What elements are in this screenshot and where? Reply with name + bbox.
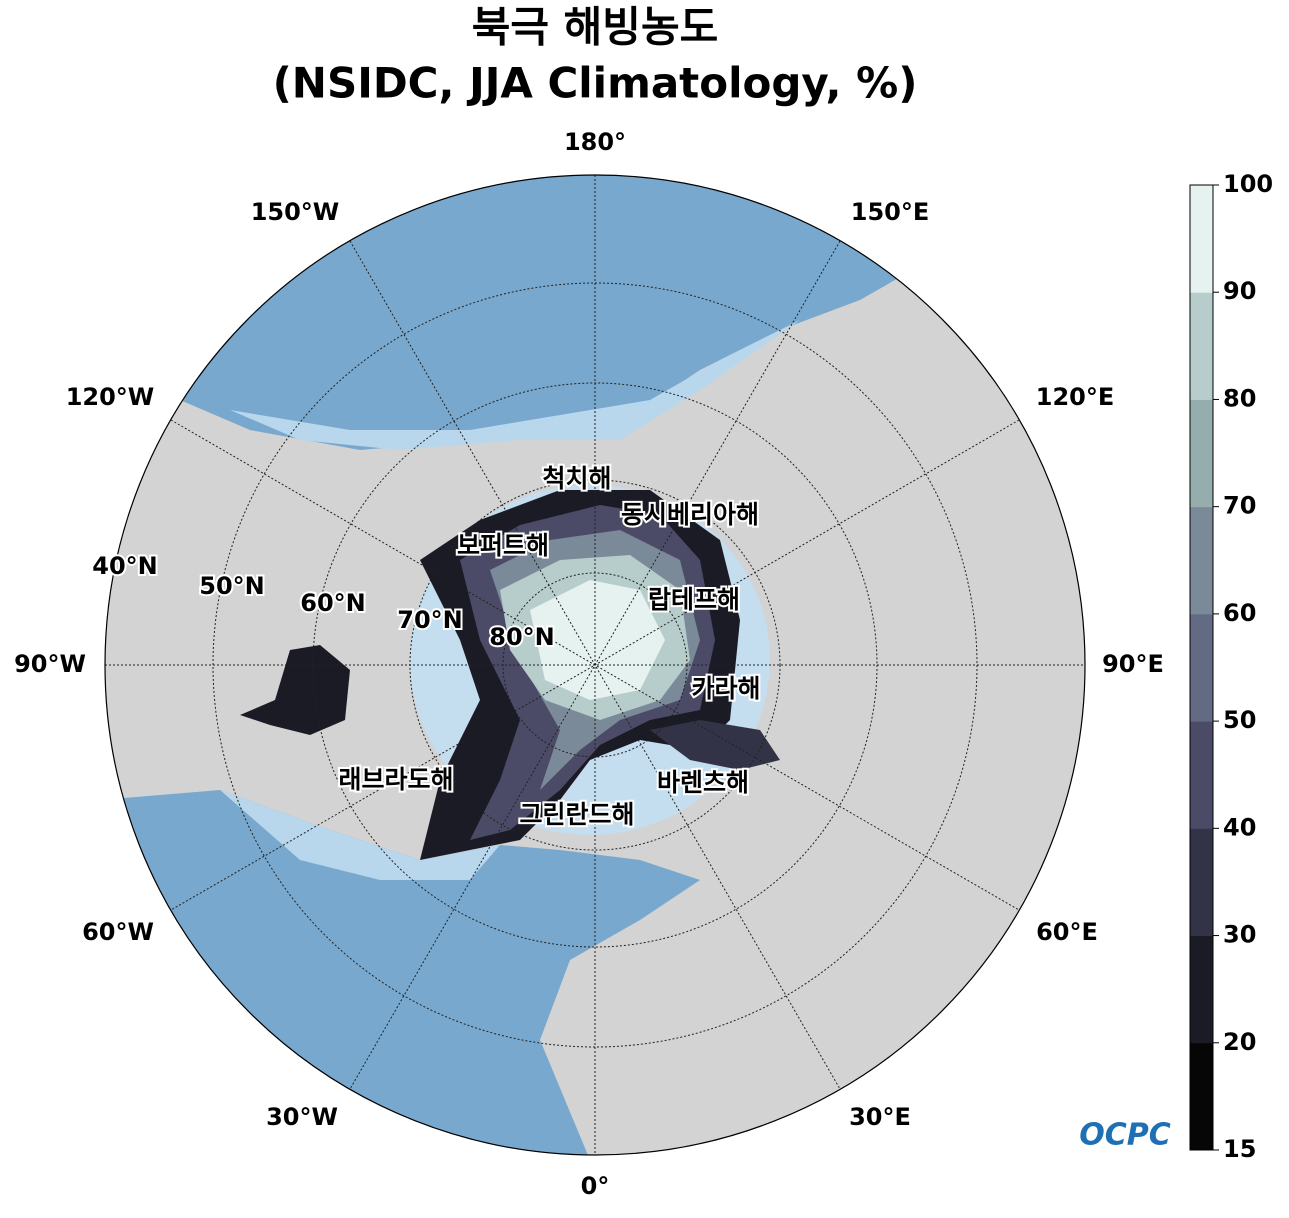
colorbar-tick-label: 90 [1223, 277, 1256, 305]
latitude-labels: 40°N 50°N 60°N 70°N 80°N [90, 550, 556, 653]
lon-label: 120°W [66, 383, 155, 411]
map-border [104, 174, 1086, 1156]
lat-label: 70°N [397, 606, 462, 634]
sea-label: 랍테프해 [648, 585, 740, 614]
ice [530, 580, 665, 700]
colorbar-tick-label: 50 [1223, 706, 1256, 734]
lon-label: 90°E [1102, 650, 1164, 678]
lon-label: 60°E [1036, 918, 1098, 946]
lat-label: 80°N [489, 623, 554, 651]
sea-label: 보퍼트해 [457, 531, 549, 560]
colorbar-segment [1190, 292, 1213, 400]
lat-label: 50°N [199, 572, 264, 600]
lon-label: 120°E [1036, 383, 1115, 411]
lon-label: 60°W [82, 918, 154, 946]
colorbar-segment [1190, 721, 1213, 829]
colorbar-segment [1190, 1042, 1213, 1151]
colorbar-tick-label: 30 [1223, 921, 1256, 949]
colorbar-segment [1190, 399, 1213, 508]
lon-label: 150°E [851, 198, 930, 226]
lat-label: 40°N [92, 552, 157, 580]
shelf [220, 790, 500, 880]
logo: OCPC [1079, 1118, 1171, 1153]
colorbar-segment [1190, 613, 1213, 722]
colorbar-segment [1190, 935, 1213, 1044]
colorbar-segment [1190, 506, 1213, 615]
lon-label: 150°W [251, 198, 340, 226]
longitude-labels: 180° 150°E 120°E 90°E 60°E 30°E 0° 30°W … [14, 128, 1164, 1200]
colorbar-frame [1189, 184, 1214, 1151]
colorbar-segment [1190, 828, 1213, 937]
colorbar-tick-label: 70 [1223, 492, 1256, 520]
map [105, 175, 1085, 1155]
subtitle: (NSIDC, JJA Climatology, %) [273, 59, 918, 108]
colorbar-tick-label: 20 [1223, 1028, 1256, 1056]
colorbar-segment [1190, 185, 1213, 293]
colorbar-tick-label: 80 [1223, 384, 1256, 412]
lon-label: 180° [564, 128, 626, 156]
colorbar-tick-label: 40 [1223, 813, 1256, 841]
sea-label: 래브라도해 [338, 765, 453, 794]
colorbar: 15 20 30 40 50 60 70 80 90 100 [1189, 170, 1273, 1163]
shelf [230, 320, 800, 450]
sea-label: 그린란드해 [519, 800, 634, 829]
colorbar-tick-label: 100 [1223, 170, 1273, 198]
colorbar-tick-label: 60 [1223, 599, 1256, 627]
lon-label: 0° [581, 1172, 610, 1200]
sea-label: 척치해 [542, 464, 611, 493]
colorbar-tick-label: 15 [1223, 1135, 1256, 1163]
kara-ice [650, 720, 780, 770]
title: 북극 해빙농도 [472, 3, 718, 52]
lon-label: 30°W [266, 1103, 338, 1131]
sea-labels: 척치해 동시베리아해 보퍼트해 랍테프해 카라해 바렌츠해 그린란드해 래브라도… [336, 462, 762, 831]
sea-label: 동시베리아해 [621, 500, 759, 529]
lat-label: 60°N [300, 589, 365, 617]
lon-label: 30°E [849, 1103, 911, 1131]
sea-label: 카라해 [691, 674, 760, 703]
lon-label: 90°W [14, 650, 86, 678]
graticule [105, 175, 1085, 1155]
sea-label: 바렌츠해 [657, 768, 749, 797]
hudson-ice [240, 645, 350, 735]
